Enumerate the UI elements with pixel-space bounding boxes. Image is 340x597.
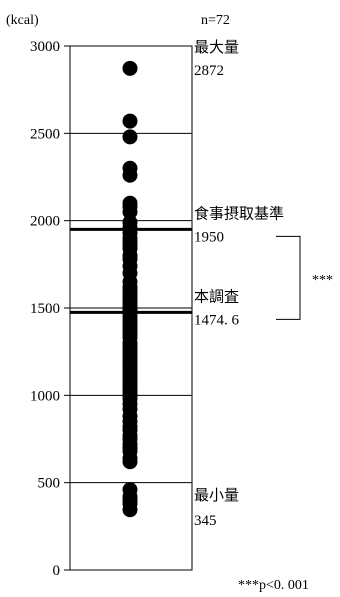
- reference-annotations: 最大量 2872 食事摂取基準 1950 本調査 1474. 6 最小量 345: [70, 39, 284, 529]
- data-point: [122, 167, 138, 183]
- annotation-label-survey: 本調査: [194, 288, 239, 305]
- data-points: [122, 60, 138, 518]
- annotation-value-max: 2872: [194, 63, 224, 79]
- significance-bracket-line: [276, 235, 301, 320]
- data-point: [122, 129, 138, 145]
- y-tick-label-2500: 2500: [30, 126, 60, 142]
- y-tick-label-500: 500: [38, 476, 61, 492]
- annotation-value-survey: 1474. 6: [194, 312, 240, 328]
- data-point: [122, 113, 138, 129]
- data-point: [122, 60, 138, 76]
- sample-size-label: n=72: [201, 13, 230, 28]
- data-point: [122, 204, 138, 220]
- annotation-label-min: 最小量: [194, 487, 239, 504]
- data-point: [122, 502, 138, 518]
- y-unit-label: (kcal): [6, 13, 39, 28]
- annotation-label-standard: 食事摂取基準: [194, 205, 284, 222]
- annotation-value-min: 345: [194, 513, 217, 529]
- significance-footnote: ***p<0. 001: [238, 578, 309, 593]
- annotation-label-max: 最大量: [194, 39, 239, 56]
- y-tick-label-3000: 3000: [30, 39, 60, 55]
- y-axis: 0 500 1000 1500 2000 2500 3000: [30, 39, 70, 579]
- data-point: [122, 454, 138, 470]
- significance-bracket: ***: [276, 235, 333, 320]
- y-tick-label-2000: 2000: [30, 214, 60, 230]
- y-tick-label-1500: 1500: [30, 301, 60, 317]
- y-tick-label-1000: 1000: [30, 388, 60, 404]
- significance-stars: ***: [312, 273, 333, 288]
- y-tick-label-0: 0: [53, 563, 61, 579]
- annotation-value-standard: 1950: [194, 229, 224, 245]
